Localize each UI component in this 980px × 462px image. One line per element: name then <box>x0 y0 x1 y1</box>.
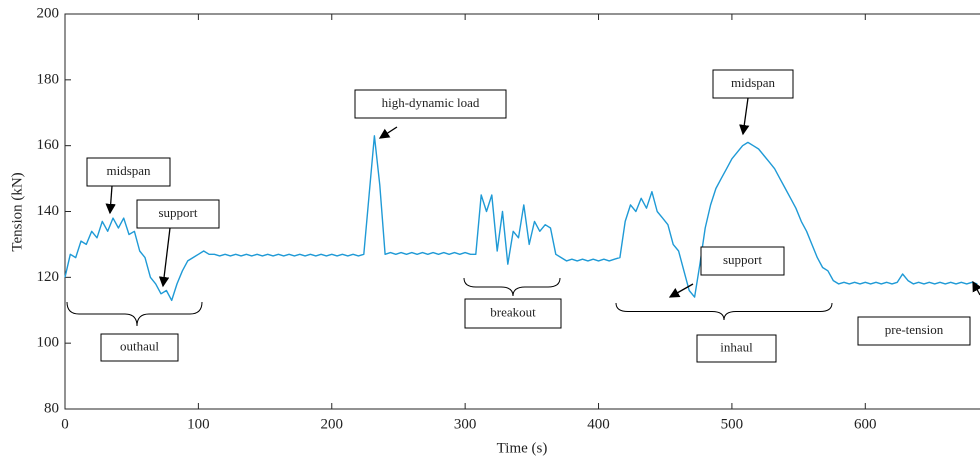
annotation-box <box>100 333 179 362</box>
y-axis-label: Tension (kN) <box>9 172 25 251</box>
annotation-arrow <box>668 283 694 298</box>
annotation-box <box>700 246 785 276</box>
x-tick-label: 400 <box>587 416 610 432</box>
annotation-label: outhaul <box>120 338 159 353</box>
annotation-arrow <box>972 280 980 296</box>
x-tick-label: 200 <box>321 416 344 432</box>
annotation-label: support <box>723 252 762 267</box>
annotation-label: breakout <box>490 304 536 319</box>
x-tick-label: 100 <box>187 416 210 432</box>
annotation-box <box>712 69 794 99</box>
annotation-label: support <box>159 205 198 220</box>
annotation-box <box>136 199 220 229</box>
x-tick-label: 600 <box>854 416 877 432</box>
annotation-box <box>86 157 171 187</box>
annotation-arrow <box>105 185 116 215</box>
y-tick-label: 140 <box>37 203 60 219</box>
brace-inhaul <box>615 302 833 321</box>
x-tick-label: 0 <box>61 416 69 432</box>
annotation-label: pre-tension <box>885 322 944 337</box>
annotation-label: inhaul <box>720 339 753 354</box>
x-tick-label: 300 <box>454 416 477 432</box>
annotation-box <box>354 89 507 119</box>
y-tick-label: 100 <box>37 335 60 351</box>
x-tick-label: 500 <box>721 416 744 432</box>
y-tick-label: 120 <box>37 269 60 285</box>
annotation-arrow <box>739 97 750 136</box>
annotation-box <box>464 298 562 329</box>
annotation-box <box>696 334 777 363</box>
y-tick-label: 180 <box>37 71 60 87</box>
annotation-label: midspan <box>731 75 776 90</box>
brace-breakout <box>463 277 561 297</box>
annotation-box <box>857 316 971 346</box>
x-axis-label: Time (s) <box>497 440 548 456</box>
y-tick-label: 160 <box>37 137 60 153</box>
brace-outhaul <box>66 301 203 327</box>
annotation-arrow <box>158 227 171 288</box>
annotation-label: high-dynamic load <box>382 95 480 110</box>
line-series <box>64 135 978 302</box>
annotation-arrow <box>378 126 398 139</box>
annotation-label: midspan <box>106 163 151 178</box>
y-tick-label: 80 <box>44 400 59 416</box>
y-tick-label: 200 <box>37 5 60 21</box>
